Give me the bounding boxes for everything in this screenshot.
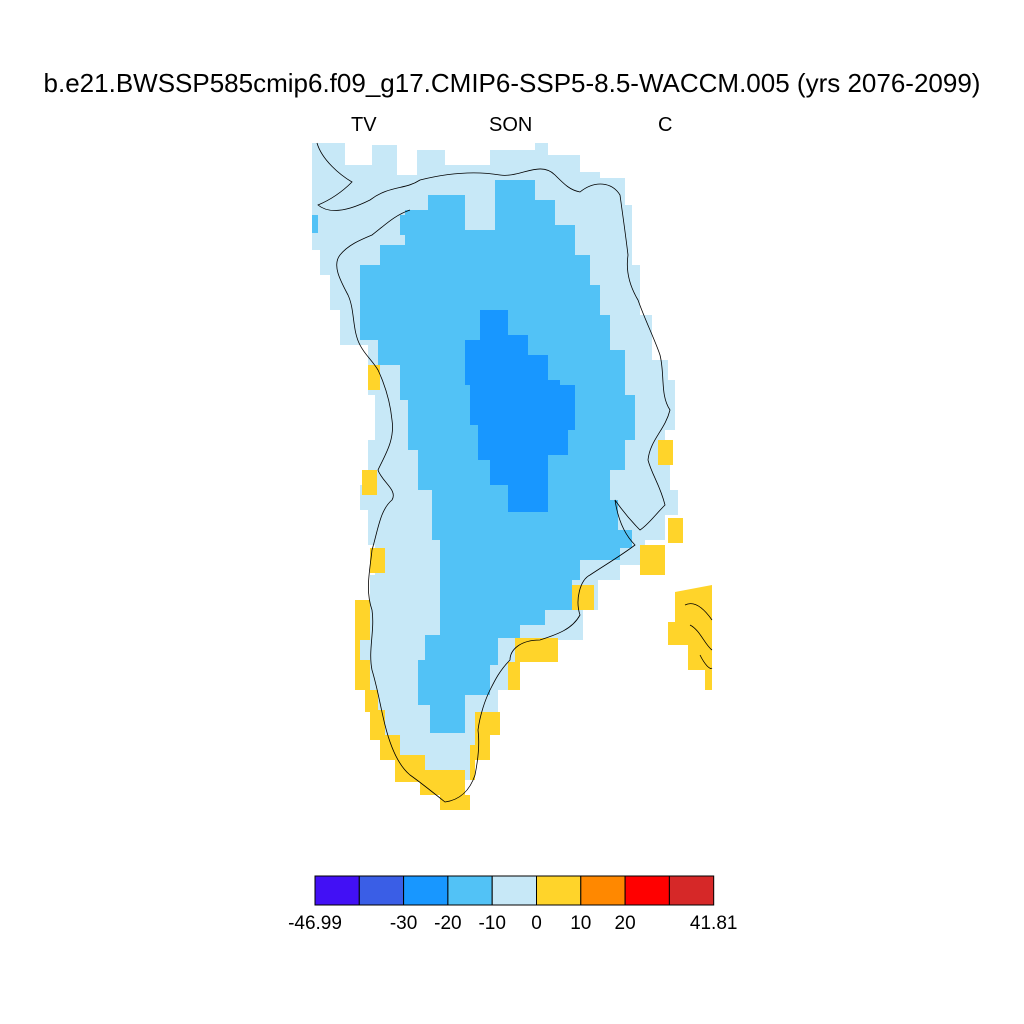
- colorbar-label: -20: [434, 913, 461, 934]
- yellow-west-3: [370, 548, 385, 573]
- yellow-west-2: [362, 470, 377, 495]
- colorbar-box-8: [668, 875, 715, 906]
- colorbar-box-7: [624, 875, 670, 906]
- yellow-south-tip: [470, 712, 500, 780]
- colorbar-label: -30: [390, 913, 417, 934]
- yellow-southeast: [508, 638, 558, 690]
- subtitle-right: C: [658, 114, 673, 136]
- coastline-main: [316, 142, 671, 803]
- greenland-map: [312, 142, 713, 810]
- colorbar-box-2: [403, 875, 449, 906]
- subtitle-center: SON: [489, 114, 533, 136]
- yellow-east-3: [658, 440, 673, 465]
- yellow-east-1: [572, 585, 594, 610]
- colorbar-box-6: [580, 875, 626, 906]
- yellow-east-4: [668, 518, 683, 543]
- colorbar-label: -46.99: [288, 913, 342, 934]
- yellow-east-2: [640, 545, 665, 575]
- colorbar-label: -10: [478, 913, 505, 934]
- colorbar-box-0: [314, 875, 360, 906]
- colorbar-box-3: [447, 875, 493, 906]
- colorbar-box-4: [491, 875, 538, 906]
- colorbar-labels: -46.99 -30 -20 -10 0 10 20 41.81: [288, 913, 737, 934]
- colorbar-label: 10: [570, 913, 591, 934]
- coastline-east-island: [684, 603, 713, 669]
- yellow-southwest-coast: [355, 600, 470, 810]
- colorbar-label: 20: [615, 913, 636, 934]
- strip-medium-1: [400, 215, 408, 235]
- coastline: [316, 142, 713, 803]
- colorbar-box-1: [358, 875, 405, 906]
- plot-title: b.e21.BWSSP585cmip6.f09_g17.CMIP6-SSP5-8…: [43, 68, 981, 98]
- dark-blue-core: [465, 310, 575, 512]
- region-minus30-minus20: [465, 310, 575, 512]
- strip-medium-2: [312, 215, 318, 233]
- yellow-island: [668, 585, 712, 690]
- colorbar-label: 41.81: [690, 913, 738, 934]
- colorbar-boxes: [314, 875, 715, 906]
- yellow-west-1: [368, 365, 380, 390]
- region-0-10: [355, 365, 712, 810]
- colorbar-label: 0: [531, 913, 542, 934]
- colorbar-box-5: [536, 875, 582, 906]
- subtitle-left: TV: [351, 114, 377, 136]
